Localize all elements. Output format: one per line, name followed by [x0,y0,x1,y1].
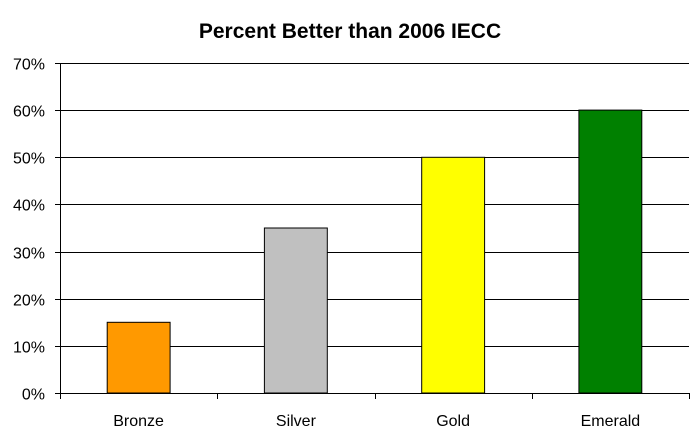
y-tick-label: 50% [13,151,45,168]
y-tick-label: 20% [13,293,45,310]
x-category-label: Emerald [581,413,641,430]
y-tick-label: 40% [13,198,45,215]
x-category-label: Gold [436,413,470,430]
bar-silver [263,227,328,394]
bar-emerald [578,109,643,394]
y-tick-label: 0% [22,387,45,404]
y-tick-label: 10% [13,340,45,357]
gridlines [60,63,689,347]
x-category-label: Silver [276,413,317,430]
bar-bronze [106,321,171,394]
chart-title: Percent Better than 2006 IECC [199,20,501,43]
bars [106,109,643,394]
x-category-label: Bronze [113,413,164,430]
axes [60,63,689,394]
x-axis-categories: Bronze Silver Gold Emerald [60,393,690,430]
y-axis-ticks: 0% 10% 20% 30% 40% 50% 60% 70% [13,57,60,404]
y-tick-label: 70% [13,57,45,74]
y-tick-label: 30% [13,246,45,263]
bar-gold [421,156,486,394]
y-tick-label: 60% [13,104,45,121]
